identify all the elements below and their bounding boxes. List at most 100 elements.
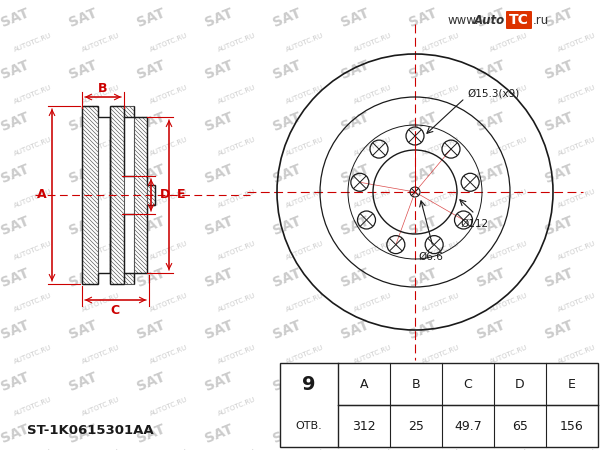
Text: AUTOTC.RU: AUTOTC.RU	[13, 449, 53, 450]
Text: AUTOTC.RU: AUTOTC.RU	[489, 397, 529, 417]
Text: AUTOTC.RU: AUTOTC.RU	[149, 137, 189, 157]
Text: SAT: SAT	[0, 58, 31, 82]
Text: SAT: SAT	[543, 58, 575, 82]
Text: AUTOTC.RU: AUTOTC.RU	[149, 241, 189, 261]
Text: SAT: SAT	[543, 370, 575, 394]
Text: AUTOTC.RU: AUTOTC.RU	[557, 85, 597, 105]
Text: SAT: SAT	[543, 318, 575, 342]
Text: SAT: SAT	[475, 370, 507, 394]
Text: SAT: SAT	[67, 6, 99, 30]
Text: SAT: SAT	[135, 214, 167, 238]
Text: SAT: SAT	[67, 214, 99, 238]
Bar	[280, 363, 598, 447]
Text: AUTOTC.RU: AUTOTC.RU	[81, 137, 121, 157]
Text: SAT: SAT	[67, 318, 99, 342]
Text: AUTOTC.RU: AUTOTC.RU	[81, 33, 121, 53]
Text: AUTOTC.RU: AUTOTC.RU	[285, 137, 325, 157]
Text: AUTOTC.RU: AUTOTC.RU	[285, 85, 325, 105]
Text: AUTOTC.RU: AUTOTC.RU	[217, 345, 257, 365]
Text: SAT: SAT	[407, 162, 439, 186]
Text: AUTOTC.RU: AUTOTC.RU	[421, 33, 461, 53]
Text: SAT: SAT	[271, 6, 303, 30]
Text: AUTOTC.RU: AUTOTC.RU	[13, 241, 53, 261]
Text: SAT: SAT	[407, 422, 439, 446]
Text: SAT: SAT	[203, 162, 235, 186]
Text: AUTOTC.RU: AUTOTC.RU	[217, 137, 257, 157]
Text: SAT: SAT	[67, 110, 99, 134]
Text: .ru: .ru	[533, 14, 549, 27]
Text: AUTOTC.RU: AUTOTC.RU	[285, 292, 325, 313]
Text: AUTOTC.RU: AUTOTC.RU	[217, 241, 257, 261]
Text: SAT: SAT	[0, 318, 31, 342]
Text: SAT: SAT	[271, 370, 303, 394]
Text: Ø112: Ø112	[460, 219, 488, 229]
Text: AUTOTC.RU: AUTOTC.RU	[13, 189, 53, 209]
Text: SAT: SAT	[203, 6, 235, 30]
Bar	[110, 106, 124, 284]
Text: SAT: SAT	[135, 162, 167, 186]
Text: AUTOTC.RU: AUTOTC.RU	[489, 241, 529, 261]
Text: AUTOTC.RU: AUTOTC.RU	[13, 345, 53, 365]
Text: SAT: SAT	[339, 214, 371, 238]
Text: AUTOTC.RU: AUTOTC.RU	[421, 449, 461, 450]
Bar	[147, 185, 155, 205]
Text: www.: www.	[448, 14, 479, 27]
Text: AUTOTC.RU: AUTOTC.RU	[557, 189, 597, 209]
Text: AUTOTC.RU: AUTOTC.RU	[217, 292, 257, 313]
Text: AUTOTC.RU: AUTOTC.RU	[217, 189, 257, 209]
Text: AUTOTC.RU: AUTOTC.RU	[285, 189, 325, 209]
Text: C: C	[464, 378, 472, 391]
Text: SAT: SAT	[339, 110, 371, 134]
Text: SAT: SAT	[407, 110, 439, 134]
Text: SAT: SAT	[203, 58, 235, 82]
Text: SAT: SAT	[203, 318, 235, 342]
Text: AUTOTC.RU: AUTOTC.RU	[81, 449, 121, 450]
Text: SAT: SAT	[543, 266, 575, 290]
Text: AUTOTC.RU: AUTOTC.RU	[81, 189, 121, 209]
Text: SAT: SAT	[475, 266, 507, 290]
Text: AUTOTC.RU: AUTOTC.RU	[421, 189, 461, 209]
Text: AUTOTC.RU: AUTOTC.RU	[149, 292, 189, 313]
Text: AUTOTC.RU: AUTOTC.RU	[353, 292, 393, 313]
Text: SAT: SAT	[339, 266, 371, 290]
Text: SAT: SAT	[407, 6, 439, 30]
Text: AUTOTC.RU: AUTOTC.RU	[489, 345, 529, 365]
Text: SAT: SAT	[203, 370, 235, 394]
Text: AUTOTC.RU: AUTOTC.RU	[217, 85, 257, 105]
Text: ST-1K0615301AA: ST-1K0615301AA	[26, 423, 154, 436]
Text: AUTOTC.RU: AUTOTC.RU	[13, 292, 53, 313]
Text: AUTOTC.RU: AUTOTC.RU	[149, 345, 189, 365]
Text: SAT: SAT	[0, 110, 31, 134]
Text: B: B	[412, 378, 421, 391]
Text: 49.7: 49.7	[454, 419, 482, 432]
Text: AUTOTC.RU: AUTOTC.RU	[81, 397, 121, 417]
Text: SAT: SAT	[135, 58, 167, 82]
Text: AUTOTC.RU: AUTOTC.RU	[489, 33, 529, 53]
Text: AUTOTC.RU: AUTOTC.RU	[421, 345, 461, 365]
Text: AUTOTC.RU: AUTOTC.RU	[489, 137, 529, 157]
Text: E: E	[177, 189, 185, 202]
Bar	[82, 106, 98, 284]
Bar	[124, 273, 134, 284]
Text: SAT: SAT	[0, 370, 31, 394]
Text: SAT: SAT	[203, 422, 235, 446]
Text: 65: 65	[512, 419, 528, 432]
Text: SAT: SAT	[0, 214, 31, 238]
Text: Ø15.3(x9): Ø15.3(x9)	[467, 89, 519, 99]
Text: AUTOTC.RU: AUTOTC.RU	[421, 137, 461, 157]
Text: SAT: SAT	[135, 6, 167, 30]
Text: Auto: Auto	[474, 14, 505, 27]
Text: AUTOTC.RU: AUTOTC.RU	[557, 33, 597, 53]
Text: AUTOTC.RU: AUTOTC.RU	[149, 85, 189, 105]
Text: SAT: SAT	[475, 214, 507, 238]
Text: SAT: SAT	[339, 162, 371, 186]
Text: B: B	[98, 82, 108, 95]
Bar	[124, 106, 134, 117]
Text: C: C	[110, 303, 119, 316]
Text: SAT: SAT	[271, 214, 303, 238]
Text: AUTOTC.RU: AUTOTC.RU	[557, 449, 597, 450]
Text: AUTOTC.RU: AUTOTC.RU	[13, 137, 53, 157]
Text: AUTOTC.RU: AUTOTC.RU	[81, 241, 121, 261]
Text: AUTOTC.RU: AUTOTC.RU	[557, 345, 597, 365]
Text: AUTOTC.RU: AUTOTC.RU	[353, 137, 393, 157]
